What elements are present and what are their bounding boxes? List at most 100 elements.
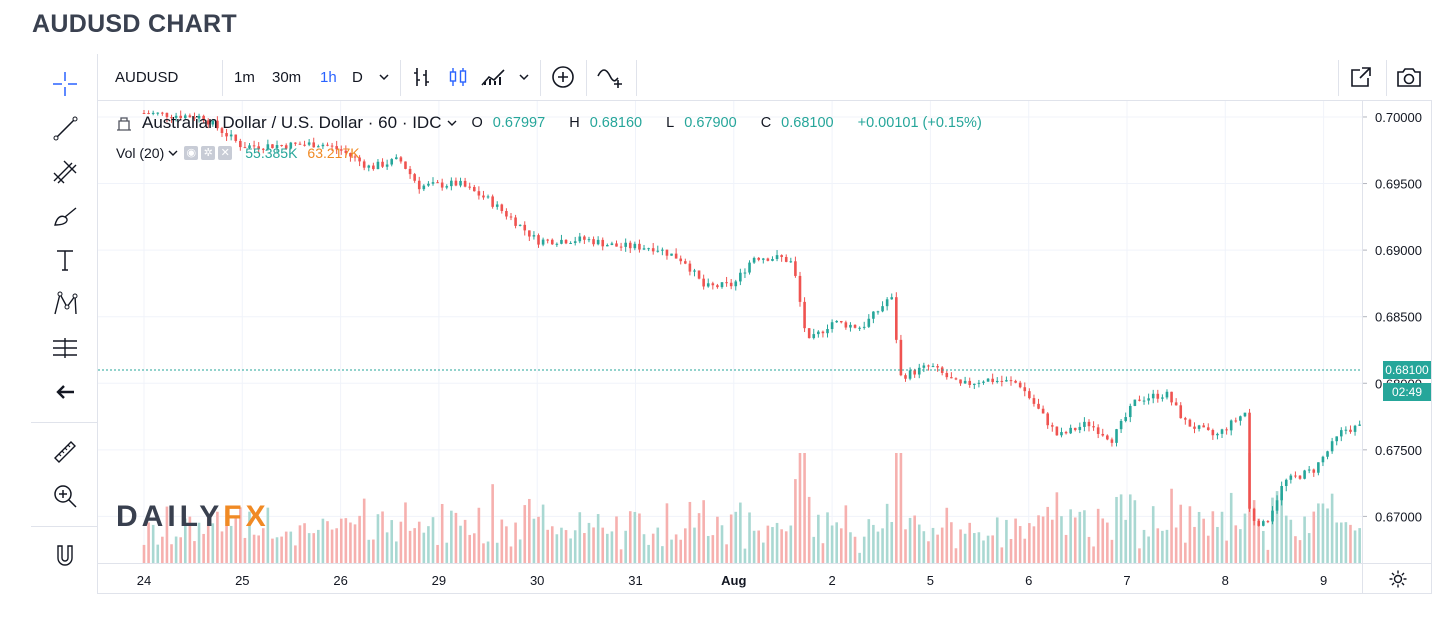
price-scale: 0.700000.695000.690000.685000.680000.675… [1363,110,1422,524]
volume-bar [427,526,430,563]
candle-body [569,242,572,244]
volume-bar [206,517,210,563]
fib-icon[interactable] [47,154,83,190]
candle-body [206,120,210,125]
volume-bar [436,544,439,563]
text-icon[interactable] [47,242,83,278]
volume-bar [491,484,494,563]
volume-bar [509,546,513,563]
candle-body [505,211,508,217]
candle-body [908,370,912,379]
time-tick-label: 6 [1025,573,1032,588]
chevron-down-icon[interactable] [378,54,390,100]
price-tick-label: 0.69000 [1375,243,1422,258]
volume-label[interactable]: Vol (20) [116,145,165,161]
candle-body [211,120,215,125]
volume-bar [1165,529,1169,563]
interval-30m[interactable]: 30m [272,68,302,86]
candle-body [339,149,343,151]
price-axis[interactable]: 0.700000.695000.690000.685000.680000.675… [1362,101,1432,563]
candle-body [367,165,371,168]
volume-bar [367,539,371,563]
volume-bar [1046,506,1050,563]
volume-bar [1124,519,1127,563]
candle-body [1298,475,1302,479]
interval-d[interactable]: D [352,68,363,86]
candle-body [344,150,348,153]
plus-circle-icon[interactable] [550,54,576,100]
volume-bar [454,512,458,563]
candle-body [486,196,490,198]
chevron-down-icon[interactable] [168,145,178,161]
close-icon[interactable]: ✕ [218,146,233,160]
candle-body [1064,432,1068,434]
zoom-icon[interactable] [47,478,83,514]
volume-bar [1193,526,1196,563]
popout-icon[interactable] [1348,54,1374,100]
trend-line-icon[interactable] [47,110,83,146]
candle-body [289,142,293,149]
volume-bar [835,522,838,563]
symbol-title[interactable]: Australian Dollar / U.S. Dollar · 60 · I… [142,113,442,132]
candles-icon[interactable] [446,54,470,100]
candle-body [775,255,779,260]
chart-plot[interactable] [98,101,1362,563]
candle-body [1248,412,1251,509]
candle-body [509,216,513,218]
volume-bar [307,533,311,563]
candle-body [1216,433,1219,436]
candle-body [188,115,192,118]
eye-icon[interactable]: ◉ [184,146,199,160]
volume-bar [1243,513,1247,563]
volume-bar [757,530,761,563]
add-line-icon[interactable] [596,54,626,100]
crosshair-icon[interactable] [47,66,83,102]
volume-bar [151,524,155,563]
brush-icon[interactable] [47,198,83,234]
settings-icon[interactable]: ✲ [201,146,216,160]
candle-body [624,242,627,247]
chevron-down-icon[interactable] [447,113,457,133]
volume-bar [1206,535,1210,563]
ruler-icon[interactable] [47,434,83,470]
time-axis[interactable]: 24 25 26 29 30 31 Aug 2 5 6 7 8 9 [98,563,1362,594]
volume-bar [982,540,985,563]
candle-body [606,245,609,247]
volume-bar [1142,529,1146,563]
interval-1h[interactable]: 1h [320,68,337,86]
candlestick-chart[interactable] [98,101,1362,563]
symbol-search[interactable]: AUDUSD [115,68,179,86]
candle-body [1092,426,1095,428]
measure-icon[interactable] [47,330,83,366]
candle-body [280,145,283,147]
magnet-icon[interactable] [47,538,83,574]
candle-body [1344,429,1348,431]
indicators-icon[interactable] [480,54,510,100]
volume-bar [500,519,504,563]
back-arrow-icon[interactable] [47,374,83,410]
interval-1m[interactable]: 1m [234,68,255,86]
volume-bar [408,530,412,563]
candle-body [661,249,664,251]
pattern-icon[interactable] [47,286,83,322]
volume-bar [1018,526,1022,563]
candle-body [1138,399,1141,401]
volume-bar [688,501,692,563]
camera-icon[interactable] [1395,54,1423,100]
gear-icon[interactable] [1362,563,1432,594]
high-label: H [569,115,580,131]
volume-bar [560,527,563,563]
candle-body [812,334,816,339]
volume-bar [817,514,820,563]
candle-body [1220,429,1224,434]
volume-bar [229,525,233,563]
bars-icon[interactable] [410,54,434,100]
volume-bar [1289,519,1293,563]
volume-bar [748,512,751,563]
volume-bar [615,516,618,563]
candle-body [1156,393,1160,399]
candle-body [674,253,678,259]
candle-body [959,379,962,384]
chevron-down-icon[interactable] [518,54,530,100]
volume-bar [294,545,297,563]
